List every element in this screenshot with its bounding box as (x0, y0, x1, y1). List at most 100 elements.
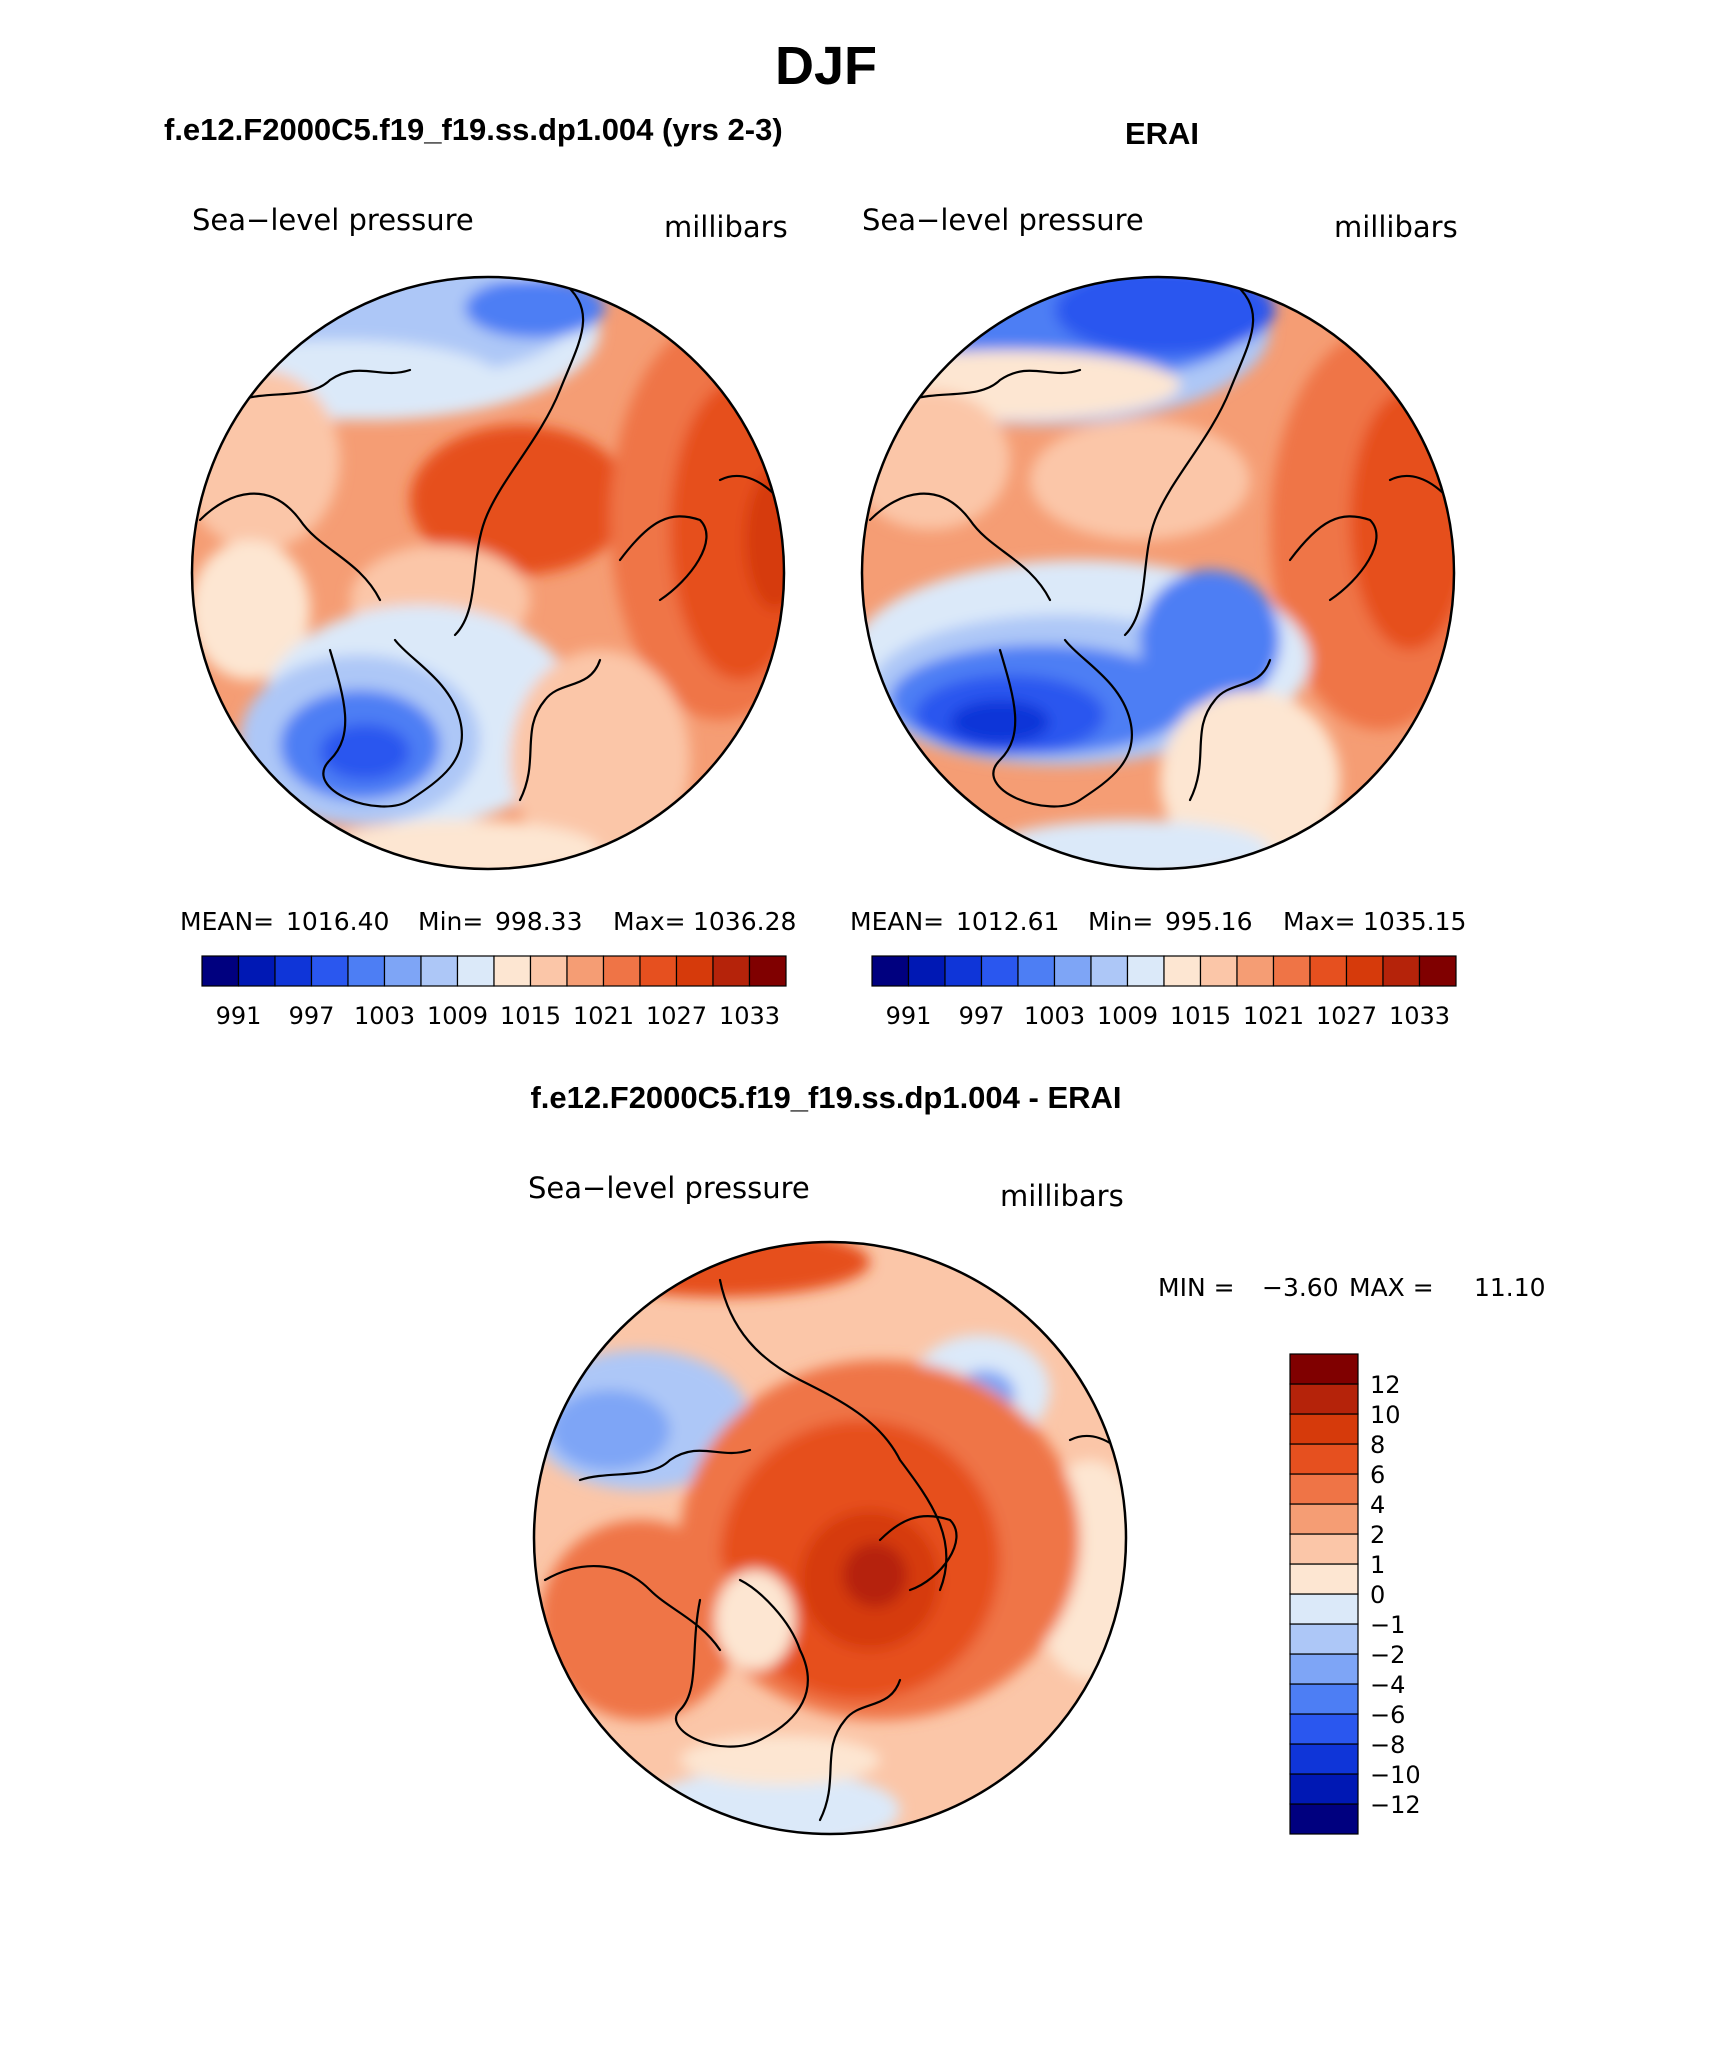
colorbar-tick-label: −6 (1370, 1701, 1405, 1729)
stat-mean-label: MEAN= (180, 907, 274, 936)
colorbar-swatch (420, 955, 459, 987)
colorbar-swatch (1289, 1383, 1359, 1415)
colorbar-tick-label: 1021 (1243, 1002, 1304, 1030)
contour-region (320, 724, 410, 780)
colorbar-swatch (1289, 1713, 1359, 1745)
colorbar-tick-label: −8 (1370, 1731, 1405, 1759)
panel-erai: ERAI Sea−level pressure millibars (850, 116, 1466, 1030)
colorbar-tick-label: 12 (1370, 1371, 1401, 1399)
panel-diff-units: millibars (1000, 1179, 1124, 1213)
colorbar-swatch (1199, 955, 1238, 987)
colorbar-swatch (1289, 1773, 1359, 1805)
coastline (1388, 475, 1447, 497)
colorbar-swatch (1053, 955, 1092, 987)
colorbar-tick-label: 1033 (1389, 1002, 1450, 1030)
panel-erai-units: millibars (1334, 210, 1458, 244)
colorbar-swatch (493, 955, 532, 987)
colorbar-tick-label: 8 (1370, 1431, 1385, 1459)
coastlines (868, 278, 1447, 808)
contour-region (1030, 420, 1250, 540)
map-boundary (190, 275, 786, 871)
contour-region (1055, 277, 1275, 355)
colorbar-swatch (871, 955, 910, 987)
stat-max-value: 1035.15 (1363, 907, 1466, 936)
stat-min-label: MIN = (1158, 1273, 1235, 1302)
colorbar-swatch (1345, 955, 1384, 987)
stat-min-label: Min= (418, 907, 483, 936)
stat-min-value: 995.16 (1165, 907, 1252, 936)
colorbar-swatch (1289, 1623, 1359, 1655)
colorbar-swatch (1289, 1413, 1359, 1445)
coastline (675, 1578, 809, 1748)
colorbar-swatch (1289, 1353, 1359, 1385)
colorbar-swatch (347, 955, 386, 987)
colorbar-swatch (201, 955, 240, 987)
contour-region (192, 340, 500, 420)
colorbar-swatch (907, 955, 946, 987)
colorbar-tick-label: 2 (1370, 1521, 1385, 1549)
colorbar-swatch (237, 955, 276, 987)
colorbar-swatch (456, 955, 495, 987)
colorbar-swatch (1418, 955, 1457, 987)
stat-mean-label: MEAN= (850, 907, 944, 936)
colorbar-swatch (602, 955, 641, 987)
panel-erai-stats: MEAN= 1012.61 Min= 995.16 Max= 1035.15 (850, 907, 1466, 936)
coastline (878, 1515, 958, 1592)
colorbar-swatch (1289, 1473, 1359, 1505)
contour-region (862, 350, 1180, 420)
coastline (718, 475, 777, 497)
colorbar-tick-label: −10 (1370, 1761, 1421, 1789)
coastline (198, 492, 382, 602)
contour-region (510, 650, 690, 869)
colorbar-tick-label: 1003 (1024, 1002, 1085, 1030)
coastline (868, 492, 1052, 602)
colorbar-swatch (1289, 1563, 1359, 1595)
stat-max-value: 11.10 (1474, 1273, 1546, 1302)
stat-max-label: Max= (1283, 907, 1356, 936)
contour-region (670, 380, 784, 680)
contour-region (843, 1543, 907, 1607)
colorbar-tick-label: 10 (1370, 1401, 1401, 1429)
contour-region (320, 820, 600, 869)
colorbar-tick-label: 6 (1370, 1461, 1385, 1489)
colorbar-tick-label: 0 (1370, 1581, 1385, 1609)
colorbar-swatch (1289, 1743, 1359, 1775)
contour-region (680, 1735, 880, 1785)
contour-region (990, 820, 1270, 869)
colorbar-tick-label: −12 (1370, 1791, 1421, 1819)
panel-model-left-label: Sea−level pressure (192, 203, 474, 237)
panel-diff-stats: MIN = −3.60 MAX = 11.10 (1158, 1273, 1546, 1302)
contour-region (465, 278, 605, 338)
stat-mean-value: 1012.61 (956, 907, 1059, 936)
colorbar-swatch (529, 955, 568, 987)
colorbar-swatch (712, 955, 751, 987)
colorbar-swatch (383, 955, 422, 987)
colorbar-swatch (748, 955, 787, 987)
colorbar-tick-label: 991 (886, 1002, 932, 1030)
panel-model-colorbar: 991 997 1003 1009 1015 1021 1027 1033 (201, 955, 787, 1030)
contour-region (550, 1390, 670, 1470)
colorbar-swatch (980, 955, 1019, 987)
colorbar-swatch (1309, 955, 1348, 987)
colorbar-tick-label: 1009 (427, 1002, 488, 1030)
panel-erai-colorbar: 991 997 1003 1009 1015 1021 1027 1033 (871, 955, 1457, 1030)
colorbar-swatch (639, 955, 678, 987)
colorbar-tick-label: 1027 (646, 1002, 707, 1030)
colorbar-swatch (566, 955, 605, 987)
map-boundary (860, 275, 1456, 871)
panel-erai-map (862, 277, 1454, 869)
coastline (238, 368, 412, 402)
colorbar-tick-label: −1 (1370, 1611, 1405, 1639)
coastline (818, 1678, 902, 1822)
panel-model-map (192, 277, 784, 869)
colorbar-swatch (310, 955, 349, 987)
coastline (1288, 515, 1378, 602)
colorbar-tick-label: 997 (289, 1002, 335, 1030)
panel-diff-title: f.e12.F2000C5.f19_f19.ss.dp1.004 - ERAI (530, 1080, 1121, 1115)
coastline (453, 278, 585, 637)
colorbar-tick-label: 1003 (354, 1002, 415, 1030)
contour-region (192, 540, 310, 680)
colorbar-swatch (1126, 955, 1165, 987)
